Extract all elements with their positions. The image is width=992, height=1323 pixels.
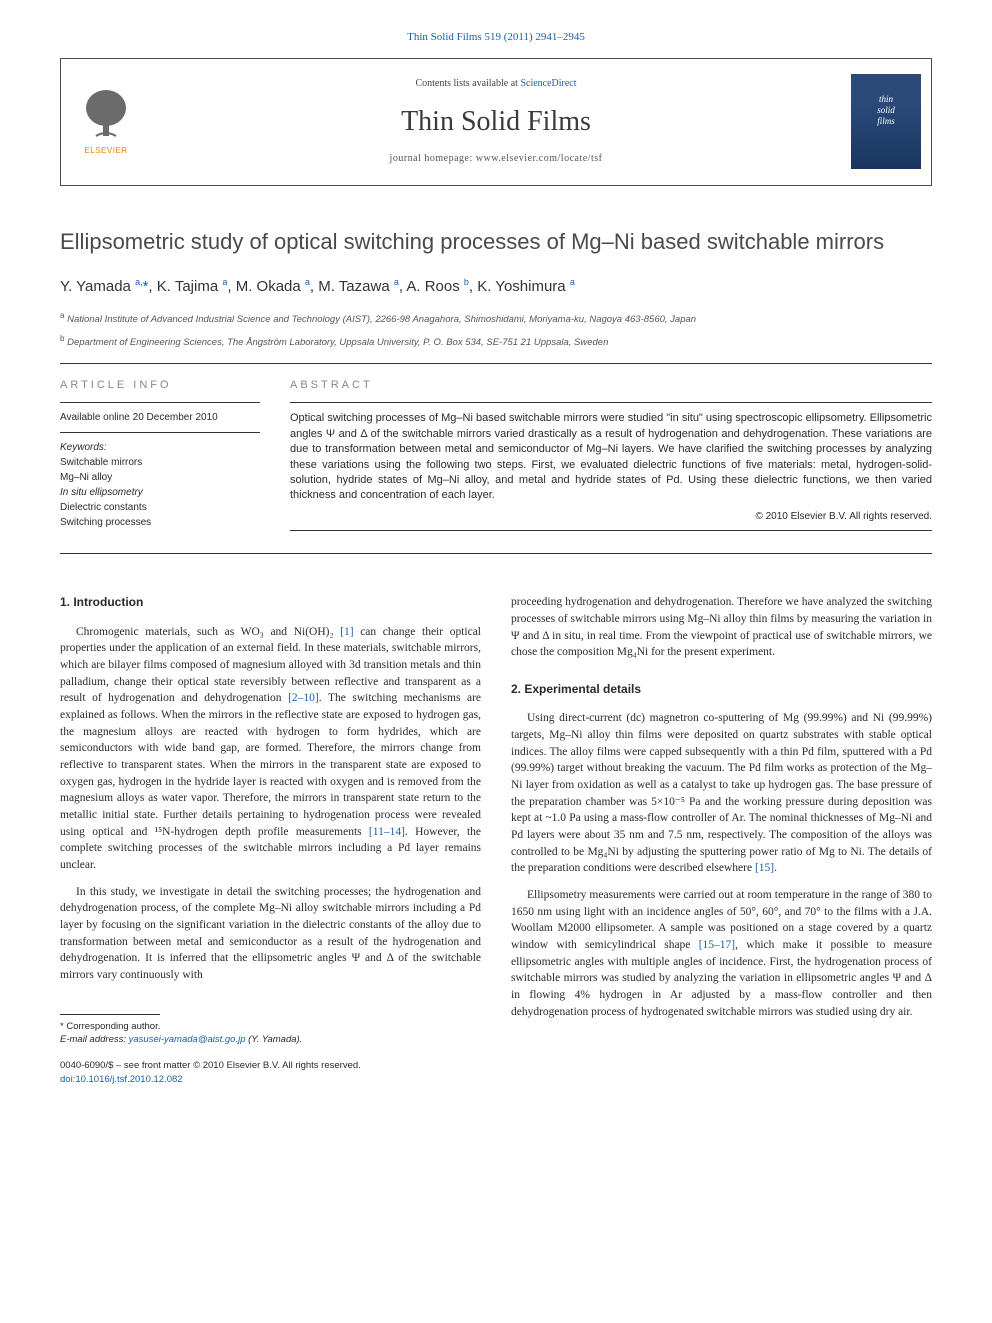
elsevier-label: ELSEVIER [84,145,127,157]
abstract-bottom-rule [290,530,932,531]
journal-title: Thin Solid Films [401,102,591,143]
keyword-item: Switching processes [60,515,260,530]
intro-paragraph-1: Chromogenic materials, such as WO₃ and N… [60,624,481,874]
right-column: proceeding hydrogenation and dehydrogena… [511,594,932,1087]
keyword-item: Switchable mirrors [60,455,260,470]
doi-line[interactable]: doi:10.1016/j.tsf.2010.12.082 [60,1073,481,1087]
article-info-heading: ARTICLE INFO [60,378,260,394]
abstract-text: Optical switching processes of Mg–Ni bas… [290,411,932,503]
citation-link[interactable]: [2–10] [288,692,319,704]
keyword-item: Mg–Ni alloy [60,470,260,485]
rule-below-info [60,553,932,554]
exp-paragraph-2: Ellipsometry measurements were carried o… [511,887,932,1020]
sciencedirect-link[interactable]: ScienceDirect [520,78,576,89]
citation-link[interactable]: [15–17] [699,939,735,951]
cover-line1: thin [879,94,893,105]
exp-paragraph-1: Using direct-current (dc) magnetron co-s… [511,710,932,877]
cover-line3: films [877,116,895,127]
keywords-label: Keywords: [60,441,260,456]
affiliation-b: b Department of Engineering Sciences, Th… [60,333,932,350]
keyword-item: In situ ellipsometry [60,485,260,500]
keywords-list: Switchable mirrors Mg–Ni alloy In situ e… [60,455,260,530]
journal-homepage: journal homepage: www.elsevier.com/locat… [390,152,603,167]
available-online-date: Available online 20 December 2010 [60,411,260,426]
cover-line2: solid [877,105,895,116]
citation-link[interactable]: [1] [340,626,353,638]
footer-block: * Corresponding author. E-mail address: … [60,1014,481,1087]
citation-link[interactable]: [11–14] [369,826,405,838]
info-rule-1 [60,402,260,403]
journal-reference: Thin Solid Films 519 (2011) 2941–2945 [60,30,932,46]
abstract-heading: ABSTRACT [290,378,932,394]
header-center: Contents lists available at ScienceDirec… [151,59,841,185]
info-rule-2 [60,432,260,433]
article-info-column: ARTICLE INFO Available online 20 Decembe… [60,378,260,539]
contents-prefix: Contents lists available at [415,78,520,89]
corresponding-author-note: * Corresponding author. [60,1020,481,1034]
journal-cover-thumbnail: thin solid films [851,74,921,169]
intro-paragraph-2: In this study, we investigate in detail … [60,884,481,984]
rule-above-info [60,363,932,364]
email-line: E-mail address: yasusei-yamada@aist.go.j… [60,1033,481,1047]
affiliation-a: a National Institute of Advanced Industr… [60,310,932,327]
journal-header-box: ELSEVIER Contents lists available at Sci… [60,58,932,186]
left-column: 1. Introduction Chromogenic materials, s… [60,594,481,1087]
contents-available-line: Contents lists available at ScienceDirec… [415,77,576,92]
footer-rule [60,1014,160,1015]
elsevier-tree-icon [81,88,131,143]
email-link[interactable]: yasusei-yamada@aist.go.jp [129,1034,246,1045]
body-columns: 1. Introduction Chromogenic materials, s… [60,594,932,1087]
abstract-copyright: © 2010 Elsevier B.V. All rights reserved… [290,510,932,525]
introduction-heading: 1. Introduction [60,594,481,611]
abstract-rule [290,402,932,403]
article-title: Ellipsometric study of optical switching… [60,226,932,258]
citation-link[interactable]: [15] [755,862,774,874]
elsevier-logo: ELSEVIER [71,79,141,164]
keyword-item: Dielectric constants [60,500,260,515]
experimental-heading: 2. Experimental details [511,681,932,698]
issn-line: 0040-6090/$ – see front matter © 2010 El… [60,1059,481,1073]
info-abstract-row: ARTICLE INFO Available online 20 Decembe… [60,378,932,539]
abstract-column: ABSTRACT Optical switching processes of … [290,378,932,539]
authors-line: Y. Yamada a,*, K. Tajima a, M. Okada a, … [60,276,932,298]
intro-continuation: proceeding hydrogenation and dehydrogena… [511,594,932,661]
journal-cover-cell: thin solid films [841,59,931,185]
elsevier-logo-cell: ELSEVIER [61,59,151,185]
